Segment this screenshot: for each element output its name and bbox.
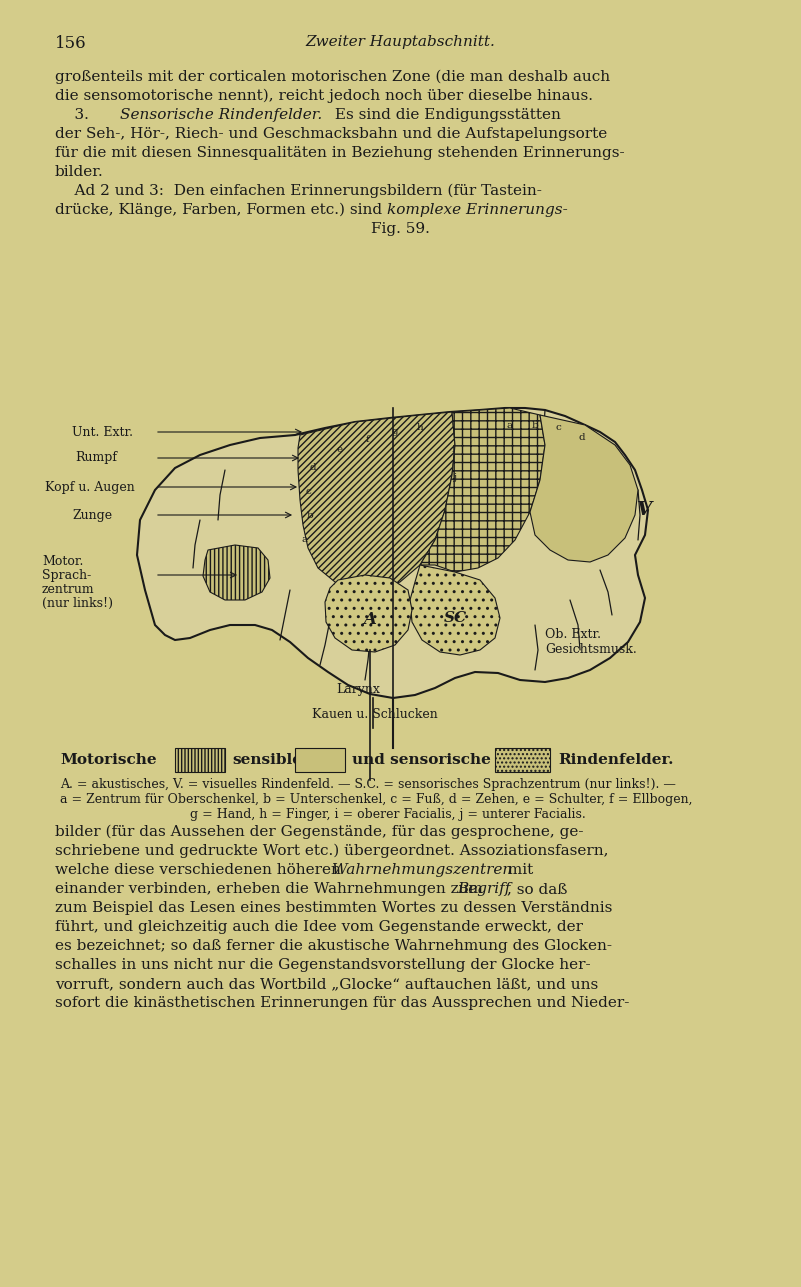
- Text: c: c: [555, 423, 561, 432]
- Text: Begriff: Begriff: [457, 882, 510, 896]
- Text: es bezeichnet; so daß ferner die akustische Wahrnehmung des Glocken-: es bezeichnet; so daß ferner die akustis…: [55, 940, 612, 952]
- Text: (nur links!): (nur links!): [42, 597, 113, 610]
- Text: komplexe Erinnerungs-: komplexe Erinnerungs-: [387, 203, 568, 218]
- Text: großenteils mit der corticalen motorischen Zone (die man deshalb auch: großenteils mit der corticalen motorisch…: [55, 69, 610, 85]
- Text: der Seh-, Hör-, Riech- und Geschmacksbahn und die Aufstapelungsorte: der Seh-, Hör-, Riech- und Geschmacksbah…: [55, 127, 607, 142]
- FancyBboxPatch shape: [175, 748, 225, 772]
- Text: Zweiter Hauptabschnitt.: Zweiter Hauptabschnitt.: [305, 35, 495, 49]
- Polygon shape: [137, 408, 648, 698]
- Polygon shape: [530, 414, 638, 562]
- Text: schalles in uns nicht nur die Gegenstandsvorstellung der Glocke her-: schalles in uns nicht nur die Gegenstand…: [55, 958, 590, 972]
- Text: für die mit diesen Sinnesqualitäten in Beziehung stehenden Erinnerungs-: für die mit diesen Sinnesqualitäten in B…: [55, 145, 625, 160]
- Text: Rindenfelder.: Rindenfelder.: [558, 753, 674, 767]
- Text: sensible: sensible: [232, 753, 302, 767]
- Text: Kauen u. Schlucken: Kauen u. Schlucken: [312, 708, 438, 721]
- Text: a = Zentrum für Oberschenkel, b = Unterschenkel, c = Fuß, d = Zehen, e = Schulte: a = Zentrum für Oberschenkel, b = Unters…: [60, 793, 693, 806]
- Text: einander verbinden, erheben die Wahrnehmungen zum: einander verbinden, erheben die Wahrnehm…: [55, 882, 488, 896]
- Text: führt, und gleichzeitig auch die Idee vom Gegenstande erweckt, der: führt, und gleichzeitig auch die Idee vo…: [55, 920, 583, 934]
- Text: Rumpf: Rumpf: [75, 452, 117, 465]
- Text: Motor.: Motor.: [42, 555, 83, 568]
- FancyBboxPatch shape: [495, 748, 550, 772]
- Text: A. = akustisches, V. = visuelles Rindenfeld. — S.C. = sensorisches Sprachzentrum: A. = akustisches, V. = visuelles Rindenf…: [60, 779, 676, 792]
- Text: g: g: [392, 427, 398, 436]
- Text: zentrum: zentrum: [42, 583, 95, 596]
- Text: Gesichtsmusk.: Gesichtsmusk.: [545, 644, 637, 656]
- Text: d: d: [578, 434, 586, 443]
- Text: vorruft, sondern auch das Wortbild „Glocke“ auftauchen läßt, und uns: vorruft, sondern auch das Wortbild „Gloc…: [55, 977, 598, 991]
- Text: Fig. 59.: Fig. 59.: [371, 221, 429, 236]
- Text: A: A: [364, 611, 376, 628]
- Text: , so daß: , so daß: [507, 882, 567, 896]
- Text: e: e: [337, 445, 343, 454]
- Text: und sensorische: und sensorische: [352, 753, 491, 767]
- Text: Zunge: Zunge: [72, 508, 112, 521]
- Text: i: i: [452, 445, 455, 454]
- Text: drücke, Klänge, Farben, Formen etc.) sind: drücke, Klänge, Farben, Formen etc.) sin…: [55, 203, 387, 218]
- Text: b: b: [532, 421, 538, 430]
- Text: Motorische: Motorische: [60, 753, 157, 767]
- Text: Unt. Extr.: Unt. Extr.: [72, 426, 133, 439]
- Text: h: h: [417, 423, 424, 432]
- Text: Sensorische Rindenfelder.: Sensorische Rindenfelder.: [120, 108, 322, 122]
- Text: bilder (für das Aussehen der Gegenstände, für das gesprochene, ge-: bilder (für das Aussehen der Gegenstände…: [55, 825, 583, 839]
- Text: a: a: [302, 535, 308, 544]
- Text: a: a: [507, 421, 513, 430]
- Text: Ob. Extr.: Ob. Extr.: [545, 628, 601, 641]
- Polygon shape: [298, 412, 455, 589]
- Text: c: c: [305, 488, 311, 497]
- Text: j: j: [453, 474, 457, 483]
- Text: SC: SC: [444, 611, 466, 625]
- Text: 156: 156: [55, 35, 87, 51]
- Text: welche diese verschiedenen höheren: welche diese verschiedenen höheren: [55, 864, 346, 876]
- Text: g = Hand, h = Finger, i = oberer Facialis, j = unterer Facialis.: g = Hand, h = Finger, i = oberer Faciali…: [190, 808, 586, 821]
- Text: Ad 2 und 3:  Den einfachen Erinnerungsbildern (für Tastein-: Ad 2 und 3: Den einfachen Erinnerungsbil…: [55, 184, 541, 198]
- Text: mit: mit: [503, 864, 533, 876]
- Text: zum Beispiel das Lesen eines bestimmten Wortes zu dessen Verständnis: zum Beispiel das Lesen eines bestimmten …: [55, 901, 613, 915]
- Text: d: d: [310, 463, 316, 472]
- Polygon shape: [410, 565, 500, 655]
- Polygon shape: [325, 575, 412, 653]
- Text: schriebene und gedruckte Wort etc.) übergeordnet. Assoziationsfasern,: schriebene und gedruckte Wort etc.) über…: [55, 844, 609, 858]
- Text: 3.: 3.: [55, 108, 94, 122]
- Polygon shape: [420, 408, 545, 571]
- Polygon shape: [203, 544, 270, 600]
- Text: sofort die kinästhetischen Erinnerungen für das Aussprechen und Nieder-: sofort die kinästhetischen Erinnerungen …: [55, 996, 630, 1010]
- FancyBboxPatch shape: [295, 748, 345, 772]
- Text: bilder.: bilder.: [55, 165, 104, 179]
- Text: Sprach-: Sprach-: [42, 569, 91, 582]
- Text: Larynx: Larynx: [336, 683, 380, 696]
- Text: V: V: [638, 501, 653, 519]
- Text: Kopf u. Augen: Kopf u. Augen: [45, 480, 135, 493]
- Text: Wahrnehmungszentren: Wahrnehmungszentren: [332, 864, 513, 876]
- Text: f: f: [366, 435, 370, 444]
- Text: die sensomotorische nennt), reicht jedoch noch über dieselbe hinaus.: die sensomotorische nennt), reicht jedoc…: [55, 89, 593, 103]
- Text: b: b: [307, 511, 313, 520]
- Text: Es sind die Endigungsstätten: Es sind die Endigungsstätten: [330, 108, 561, 122]
